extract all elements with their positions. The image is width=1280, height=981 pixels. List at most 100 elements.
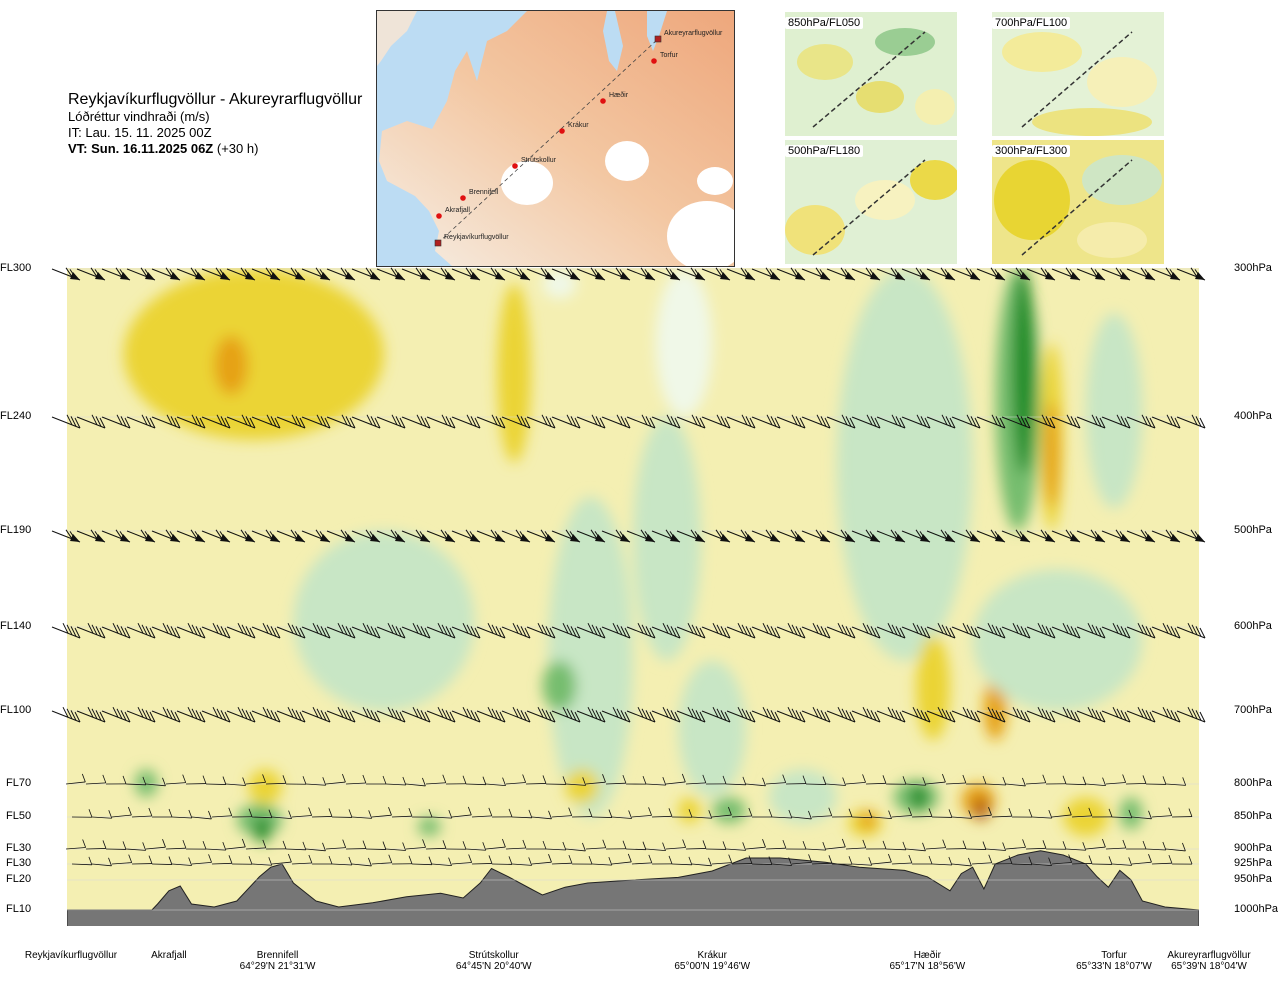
wind-barb <box>801 706 831 723</box>
wind-barb <box>726 414 756 429</box>
wind-barb <box>1126 529 1156 543</box>
wind-barb-low <box>925 839 947 850</box>
wind-barb-low <box>945 774 967 785</box>
wind-barb-low <box>971 807 992 818</box>
wind-barb <box>501 622 531 639</box>
wind-barb <box>801 414 831 429</box>
wind-barb-low <box>1025 774 1047 785</box>
wind-barb <box>151 529 181 543</box>
wind-barb <box>726 622 756 639</box>
field-blob-green-torfur-low <box>1119 797 1143 830</box>
wind-barb <box>226 267 256 281</box>
wind-barb <box>276 529 306 543</box>
wind-barb <box>476 706 506 723</box>
wind-barb <box>201 267 231 281</box>
wind-barb-low <box>485 838 506 850</box>
wind-barb <box>326 622 356 639</box>
wind-barb-low <box>245 774 266 785</box>
wind-barb-low <box>125 776 147 786</box>
wind-barb <box>701 414 731 429</box>
wind-barb <box>226 414 256 429</box>
wind-barb-low <box>231 808 253 818</box>
field-blob-upper-yellow-strut <box>497 283 532 463</box>
wind-barb <box>426 622 456 639</box>
wind-barb <box>426 414 456 429</box>
wind-barb <box>876 706 906 723</box>
glacier-vatnajokull <box>667 201 734 266</box>
right-axis-label: 700hPa <box>1234 704 1272 716</box>
wind-barb-low <box>1031 857 1052 867</box>
wind-barb-low <box>585 774 606 785</box>
left-axis-label: FL300 <box>0 262 32 274</box>
wind-barb <box>976 622 1006 639</box>
wind-barb <box>101 622 131 639</box>
wind-barb-low <box>551 807 573 818</box>
wind-barb <box>126 706 156 723</box>
wind-barb <box>576 414 606 429</box>
wind-barb-low <box>845 839 867 850</box>
wind-barb-low <box>765 840 787 850</box>
wind-barb <box>1026 267 1056 281</box>
wind-barb <box>876 622 906 639</box>
wind-barb <box>301 529 331 543</box>
wind-barb <box>951 622 981 639</box>
wind-barb <box>101 529 131 543</box>
wind-barb <box>1051 529 1081 543</box>
wind-barb <box>401 622 431 639</box>
wind-barb-low <box>251 857 273 866</box>
panel-850-label: 850hPa/FL050 <box>785 17 864 29</box>
wind-barb <box>201 414 231 429</box>
wind-barb <box>551 414 581 429</box>
wind-barb <box>101 706 131 723</box>
wind-barb <box>1076 706 1106 723</box>
field-blob-green-strut-strong <box>542 660 577 711</box>
wind-barb-low <box>931 856 953 866</box>
panel-700-label: 700hPa/FL100 <box>992 17 1071 29</box>
wind-barb <box>551 267 581 281</box>
wind-barb <box>426 267 456 281</box>
wind-barb-low <box>445 841 467 850</box>
wind-barb-low <box>331 809 353 818</box>
wind-barb <box>551 622 581 639</box>
wind-barb-low <box>731 855 753 865</box>
wind-barb <box>376 706 406 723</box>
wind-barb-low <box>831 808 853 818</box>
wind-barb <box>126 414 156 429</box>
valid-time: VT: Sun. 16.11.2025 06Z (+30 h) <box>68 141 259 156</box>
wind-barb <box>476 529 506 543</box>
wind-barb <box>401 529 431 543</box>
wind-barb <box>201 706 231 723</box>
wind-barb-low <box>1071 807 1093 818</box>
map-station-label: Akrafjall <box>445 207 470 214</box>
wind-barb <box>376 529 406 543</box>
wind-barb <box>651 267 681 281</box>
location-name: Torfur <box>1101 950 1127 961</box>
wind-barb-low <box>1171 855 1193 865</box>
wind-barb-low <box>425 840 447 850</box>
wind-barb-low <box>551 855 573 865</box>
wind-barb <box>76 414 106 429</box>
wind-barb <box>576 529 606 543</box>
glacier-hofsjokull <box>605 141 649 181</box>
wind-barb-low <box>145 777 166 787</box>
map-station-marker <box>651 58 657 64</box>
wind-barb-low <box>451 854 473 865</box>
wind-barb-low <box>545 776 567 785</box>
wind-barb-low <box>591 856 613 866</box>
wind-barb-low <box>885 841 907 851</box>
wind-barb-low <box>211 807 233 818</box>
wind-barb-low <box>1011 808 1033 818</box>
wind-barb <box>776 529 806 543</box>
wind-barb <box>1051 622 1081 639</box>
right-axis-label: 400hPa <box>1234 410 1272 422</box>
wind-barb <box>926 706 956 723</box>
panel-700-map <box>992 12 1164 136</box>
wind-barb <box>826 622 856 639</box>
wind-barb-low <box>331 856 353 866</box>
wind-barb-low <box>805 776 827 785</box>
wind-barb-low <box>1111 809 1133 819</box>
wind-barb <box>351 706 381 723</box>
wind-barb <box>201 529 231 543</box>
left-axis-label: FL10 <box>6 903 32 915</box>
wind-barb <box>1176 529 1206 543</box>
